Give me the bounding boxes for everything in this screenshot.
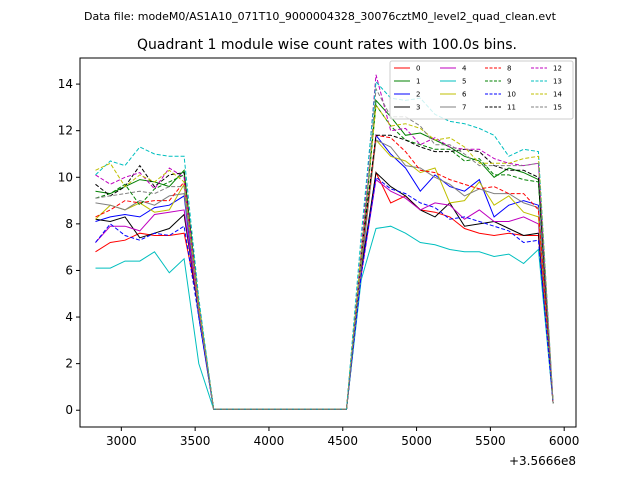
y-tick-label: 12: [58, 124, 73, 138]
legend-label-7: 7: [462, 104, 466, 112]
series-line-7: [95, 139, 554, 410]
plot-frame: [79, 57, 577, 428]
y-tick-label: 4: [65, 310, 73, 324]
series-line-8: [95, 134, 554, 410]
legend-label-1: 1: [416, 78, 420, 86]
chart-suptitle: Data file: modeM0/AS1A10_071T10_90000043…: [84, 10, 557, 23]
series-line-1: [95, 99, 554, 410]
series-line-15: [95, 87, 554, 410]
x-offset-label: +3.5666e8: [509, 454, 576, 468]
x-tick-label: 5500: [475, 434, 506, 448]
legend-label-6: 6: [462, 91, 467, 99]
y-tick-label: 2: [65, 357, 73, 371]
y-tick-label: 8: [65, 217, 73, 231]
series-line-9: [95, 103, 554, 410]
legend-label-15: 15: [553, 104, 562, 112]
series-line-13: [95, 80, 554, 410]
series-lines: [95, 74, 554, 410]
series-line-0: [95, 170, 554, 410]
x-tick-label: 3000: [106, 434, 137, 448]
y-tick-label: 0: [65, 403, 73, 417]
series-line-5: [95, 225, 554, 410]
x-tick-label: 3500: [180, 434, 211, 448]
series-line-14: [95, 103, 554, 410]
legend-label-10: 10: [507, 91, 516, 99]
y-tick-label: 14: [58, 77, 73, 91]
legend-label-0: 0: [416, 65, 420, 73]
legend-label-4: 4: [462, 65, 467, 73]
series-line-12: [95, 74, 554, 410]
series-line-10: [95, 176, 554, 410]
legend-label-12: 12: [553, 65, 562, 73]
x-tick-label: 5000: [401, 434, 432, 448]
legend-box: [389, 60, 574, 120]
series-line-2: [95, 134, 554, 410]
series-line-6: [95, 138, 554, 410]
x-tick-label: 4500: [327, 434, 358, 448]
x-tick-label: 6000: [549, 434, 580, 448]
series-line-11: [95, 134, 554, 410]
series-line-4: [95, 178, 554, 410]
legend-label-11: 11: [507, 104, 516, 112]
x-tick-label: 4000: [254, 434, 285, 448]
legend-label-2: 2: [416, 91, 420, 99]
y-tick-label: 10: [58, 170, 73, 184]
legend-label-8: 8: [507, 65, 511, 73]
legend-label-5: 5: [462, 78, 466, 86]
legend-label-9: 9: [507, 78, 511, 86]
y-tick-label: 6: [65, 263, 73, 277]
legend-label-14: 14: [553, 91, 562, 99]
legend-label-13: 13: [553, 78, 562, 86]
legend-label-3: 3: [416, 104, 420, 112]
series-line-3: [95, 171, 554, 410]
chart-title: Quadrant 1 module wise count rates with …: [137, 37, 517, 53]
